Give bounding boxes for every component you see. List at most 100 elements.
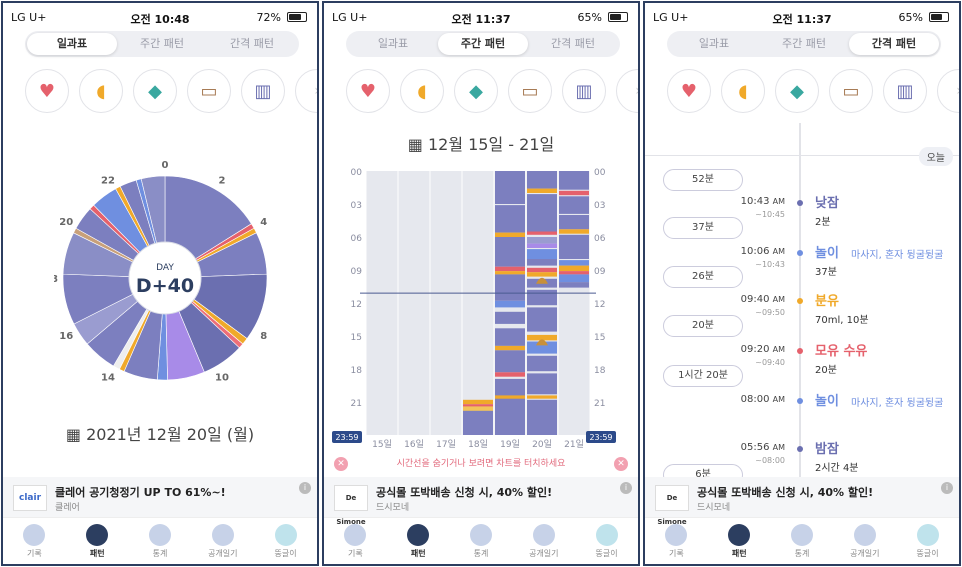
hour-axis-label: 03 [594,201,605,211]
battery-icon [929,12,949,22]
chart-hint: ✕ 시간선을 숨기거나 보려면 차트를 터치하세요 ✕ [334,455,628,473]
tab-record[interactable]: 기록 [324,518,387,564]
week-range[interactable]: ▦ 12월 15일 - 21일 [324,131,638,155]
close-icon[interactable]: ✕ [614,457,628,471]
ad-info-icon[interactable]: i [299,482,311,494]
tab-stats[interactable]: 통계 [450,518,513,564]
tab-record[interactable]: 기록 [645,518,708,564]
sleep-crib-icon[interactable]: ▥ [883,69,927,113]
ad-banner[interactable]: clair 클레어 공기청정기 UP TO 61%~! 클레어 i [3,477,317,517]
hour-tick-label: 22 [101,175,115,186]
event-end-time: ~08:00 [755,456,785,465]
segment-interval[interactable]: 간격 패턴 [551,37,595,50]
activity-block [495,350,525,373]
diary-icon [211,524,234,546]
activity-block [495,345,525,351]
hour-axis-label: 21 [594,399,605,409]
more-category-icon[interactable]: › [616,69,638,113]
tab-stats[interactable]: 통계 [129,518,192,564]
bottle-icon[interactable]: ◖ [79,69,123,113]
bottle-icon[interactable]: ◖ [721,69,765,113]
weekly-pattern-chart[interactable]: 00 00 03 03 06 06 09 09 12 12 15 15 18 18 21 21 15일 16일 17… [332,165,632,451]
hour-axis-label: 12 [351,300,362,310]
tab-diary[interactable]: 공개일기 [191,518,254,564]
hour-axis-label: 00 [351,168,363,178]
bottle-icon[interactable]: ◖ [400,69,444,113]
nursing-icon[interactable]: ♥ [667,69,711,113]
mascot-icon [595,524,618,546]
more-category-icon[interactable]: › [937,69,959,113]
event-dot [797,446,803,452]
event-name: 놀이 [815,246,839,261]
tab-label: 공개일기 [529,549,559,558]
ad-banner[interactable]: De Simone 공식몰 또박배송 신청 시, 40% 할인! 드시모네 i [645,477,959,526]
diaper-icon[interactable]: ▭ [829,69,873,113]
close-icon[interactable]: ✕ [334,457,348,471]
phone-screen-interval: LG U+ 오전 11:37 65% 일과표 주간 패턴 간격 패턴 ♥ ◖ ◆ ▭ ▥… [643,1,961,566]
category-icon-row: ♥◖◆▭▥› [346,69,638,115]
segment-daily[interactable]: 일과표 [27,33,117,55]
selected-date[interactable]: ▦ 2021년 12월 20일 (월) [3,421,317,445]
hour-axis-label: 18 [351,366,363,376]
tab-diary[interactable]: 공개일기 [512,518,575,564]
ad-banner[interactable]: De Simone 공식몰 또박배송 신청 시, 40% 할인! 드시모네 i [324,477,638,526]
clock-label: 오전 10:48 [130,13,190,26]
hour-tick-label: 18 [54,274,58,285]
ad-logo: De Simone [655,485,689,526]
today-divider [645,155,959,156]
nursing-icon[interactable]: ♥ [25,69,69,113]
tab-diary[interactable]: 공개일기 [833,518,896,564]
tab-label: 뚱글이 [916,549,939,558]
pump-icon[interactable]: ◆ [133,69,177,113]
tab-mascot[interactable]: 뚱글이 [254,518,317,564]
segment-weekly[interactable]: 주간 패턴 [140,37,184,50]
sleep-crib-icon[interactable]: ▥ [562,69,606,113]
battery-icon [287,12,307,22]
segment-weekly[interactable]: 주간 패턴 [438,33,528,55]
tab-label: 공개일기 [208,549,238,558]
bar-chart-icon [148,524,171,546]
tab-mascot[interactable]: 뚱글이 [896,518,959,564]
event-end-time: ~10:43 [755,260,785,269]
carrier-label: LG U+ [332,11,368,24]
activity-block [559,282,589,288]
diaper-icon[interactable]: ▭ [187,69,231,113]
pump-icon[interactable]: ◆ [775,69,819,113]
tab-record[interactable]: 기록 [3,518,66,564]
tab-mascot[interactable]: 뚱글이 [575,518,638,564]
ad-info-icon[interactable]: i [620,482,632,494]
segment-daily[interactable]: 일과표 [377,37,409,50]
event-ampm: AM [772,197,785,206]
tab-label: 기록 [669,549,684,558]
segment-daily[interactable]: 일과표 [698,37,730,50]
segment-weekly[interactable]: 주간 패턴 [782,37,826,50]
event-end-time: ~09:40 [755,358,785,367]
activity-block [495,205,525,233]
nursing-icon[interactable]: ♥ [346,69,390,113]
more-category-icon[interactable]: › [295,69,317,113]
week-range-text: 12월 15일 - 21일 [427,135,555,154]
sleep-crib-icon[interactable]: ▥ [241,69,285,113]
event-dot [797,200,803,206]
activity-block [527,231,557,235]
ad-info-icon[interactable]: i [941,482,953,494]
tab-pattern[interactable]: 패턴 [708,518,771,564]
activity-block [495,378,525,435]
event-dot [797,298,803,304]
event-value: 37분 [815,267,837,278]
carrier-label: LG U+ [11,11,47,24]
day-column [431,171,461,435]
tab-pattern[interactable]: 패턴 [66,518,129,564]
tab-stats[interactable]: 통계 [771,518,834,564]
hour-axis-label: 12 [594,300,605,310]
pump-icon[interactable]: ◆ [454,69,498,113]
activity-block [527,341,557,354]
day-axis-label: 15일 [372,439,392,450]
tab-pattern[interactable]: 패턴 [387,518,450,564]
segment-interval[interactable]: 간격 패턴 [230,37,274,50]
hour-tick-label: 20 [59,217,73,228]
segment-interval[interactable]: 간격 패턴 [849,33,939,55]
tab-label: 뚱글이 [595,549,618,558]
diaper-icon[interactable]: ▭ [508,69,552,113]
